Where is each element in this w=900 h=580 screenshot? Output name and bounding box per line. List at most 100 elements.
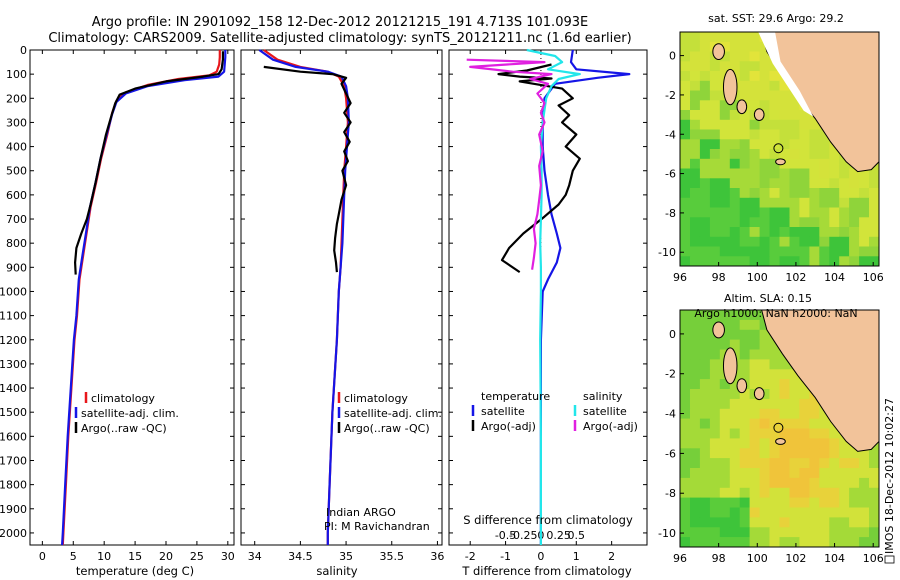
map-cell: [769, 227, 780, 238]
map-cell: [719, 158, 731, 170]
map-cell: [809, 537, 820, 547]
legend-label-sat-sal: satellite: [583, 405, 627, 418]
map-cell: [690, 477, 701, 489]
map-cell: [749, 207, 760, 218]
y-tick-label: 1400: [0, 382, 27, 395]
map-cell: [859, 448, 870, 459]
map-cell: [769, 110, 780, 121]
map-cell: [809, 507, 820, 518]
map-cell: [709, 487, 721, 499]
x2-tick-label: 0.25: [546, 529, 571, 542]
map-cell: [709, 369, 721, 380]
x-tick-label: 36: [430, 550, 444, 563]
map-cell: [859, 468, 870, 479]
map-cell: [739, 158, 751, 170]
map-cell: [680, 389, 691, 400]
map-cell: [719, 32, 731, 43]
x-tick-label: 15: [128, 550, 142, 563]
map-cell: [769, 418, 780, 429]
map-cell: [839, 178, 850, 189]
map-cell: [759, 217, 770, 228]
map-cell: [789, 246, 800, 257]
map-cell: [799, 217, 810, 228]
map-cell: [829, 149, 840, 160]
island: [753, 387, 765, 401]
map-cell: [819, 236, 830, 248]
map-cell: [709, 207, 721, 218]
map-cell: [779, 149, 790, 160]
map-cell: [789, 207, 800, 218]
map-cell: [709, 217, 721, 228]
map-cell: [680, 236, 691, 248]
map-cell: [759, 537, 770, 547]
map-cell: [699, 188, 711, 199]
map-cell: [839, 256, 850, 266]
map-cell: [819, 448, 830, 459]
map-cell: [769, 497, 780, 508]
map-cell: [789, 408, 800, 420]
map-cell: [729, 256, 741, 266]
map-cell: [809, 246, 820, 257]
map-cell: [839, 517, 850, 528]
map-cell: [799, 517, 810, 528]
map-cell: [859, 537, 870, 547]
map-cell: [789, 527, 800, 538]
map-cell: [769, 188, 780, 199]
map-cell: [739, 139, 751, 150]
map-x-tick-label: 104: [824, 271, 845, 284]
map-cell: [729, 41, 741, 53]
map-cell: [709, 349, 721, 360]
map-cell: [789, 477, 800, 489]
map-cell: [769, 468, 780, 479]
map-cell: [759, 168, 770, 179]
map-cell: [719, 41, 731, 53]
map-cell: [690, 227, 701, 238]
map-cell: [849, 227, 860, 238]
imos-credit: IMOS 18-Dec-2012 10:02:27: [883, 398, 896, 554]
map-x-tick-label: 106: [863, 271, 884, 284]
map-cell: [749, 438, 760, 449]
map-cell: [759, 527, 770, 538]
map-cell: [759, 329, 770, 341]
map-cell: [709, 428, 721, 439]
map-cell: [839, 236, 850, 248]
map-cell: [709, 32, 721, 43]
map-cell: [769, 246, 780, 257]
map-cell: [759, 458, 770, 469]
map-cell: [749, 61, 760, 72]
map-cell: [680, 448, 691, 459]
map-cell: [809, 119, 820, 131]
map-cell: [869, 458, 879, 469]
map-cell: [819, 497, 830, 508]
map-cell: [759, 41, 770, 53]
map-cell: [680, 339, 691, 350]
map-cell: [729, 217, 741, 228]
map-cell: [690, 319, 701, 331]
map-cell: [789, 188, 800, 199]
map-cell: [799, 119, 810, 131]
map-cell: [789, 448, 800, 459]
map-cell: [719, 477, 731, 489]
map-cell: [759, 110, 770, 121]
map-cell: [739, 110, 751, 121]
x-tick-label: 0: [537, 550, 544, 563]
map-cell: [819, 418, 830, 429]
map-cell: [769, 477, 780, 489]
map-cell: [769, 428, 780, 439]
map-cell: [759, 61, 770, 72]
map-cell: [699, 477, 711, 489]
map-cell: [680, 41, 691, 53]
map-cell: [819, 507, 830, 518]
map-cell: [789, 497, 800, 508]
map-cell: [749, 349, 760, 360]
map-cell: [709, 458, 721, 469]
difference-legend: temperature salinity satellite Argo(-adj…: [471, 390, 638, 433]
map-cell: [749, 71, 760, 82]
map-cell: [839, 207, 850, 218]
map-cell: [739, 369, 751, 380]
map-cell: [699, 468, 711, 479]
map-cell: [680, 149, 691, 160]
map-cell: [799, 477, 810, 489]
map-cell: [680, 319, 691, 331]
map-cell: [680, 349, 691, 360]
